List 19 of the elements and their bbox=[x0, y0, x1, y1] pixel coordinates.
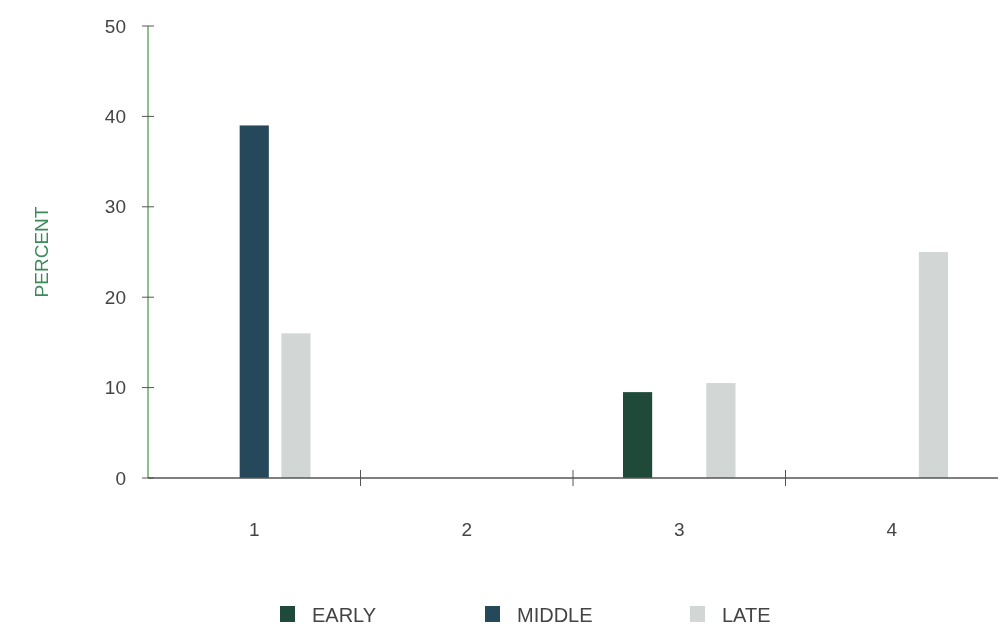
y-tick-label: 40 bbox=[104, 106, 126, 128]
legend-label: MIDDLE bbox=[517, 603, 593, 626]
y-tick-label: 0 bbox=[115, 467, 126, 489]
bar bbox=[281, 333, 311, 478]
y-tick-label: 10 bbox=[104, 377, 126, 399]
bar bbox=[706, 383, 736, 478]
y-tick-label: 30 bbox=[104, 196, 126, 218]
x-tick-label: 1 bbox=[248, 519, 260, 540]
bar bbox=[623, 392, 653, 478]
x-tick-label: 3 bbox=[673, 519, 685, 540]
bar bbox=[918, 252, 948, 478]
x-tick-label: 4 bbox=[886, 519, 898, 540]
y-tick-label: 50 bbox=[104, 15, 126, 37]
bar bbox=[239, 125, 269, 478]
x-tick-label: 2 bbox=[461, 519, 473, 540]
y-tick-label: 20 bbox=[104, 286, 126, 308]
legend-label: EARLY bbox=[312, 603, 377, 626]
y-axis-title: PERCENT bbox=[31, 206, 52, 298]
legend-label: LATE bbox=[722, 603, 771, 626]
